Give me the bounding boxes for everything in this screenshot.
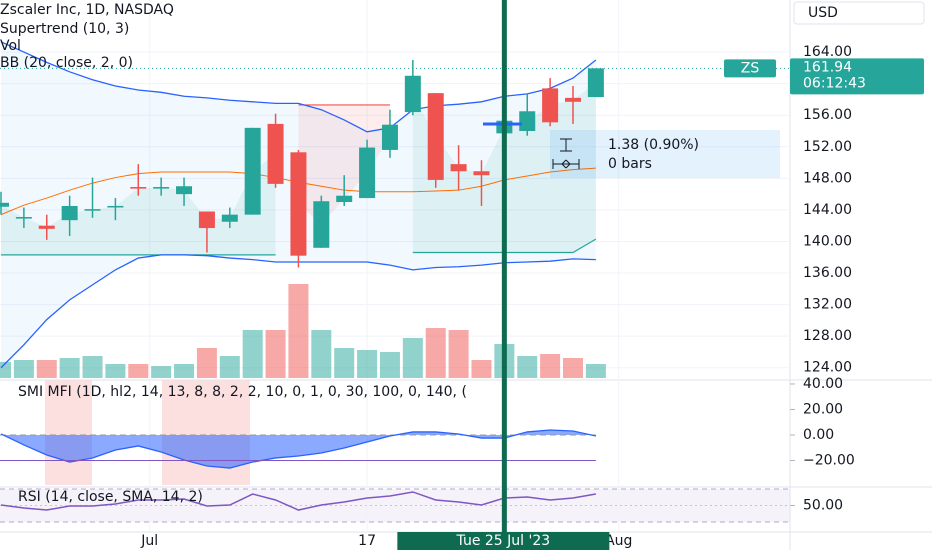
- volume-bar: [402, 338, 423, 378]
- y-tick-label: 156.00: [803, 107, 852, 123]
- candle-body: [565, 97, 581, 102]
- measure-bars: 0 bars: [608, 156, 652, 172]
- candle-body: [221, 214, 238, 222]
- volume-bar: [540, 354, 561, 378]
- measure-box: [550, 130, 780, 178]
- y-tick-label: 144.00: [803, 202, 852, 218]
- volume-bar: [13, 360, 34, 378]
- y-tick-label: 152.00: [803, 139, 852, 155]
- candle-body: [84, 209, 101, 211]
- candle-body: [313, 201, 330, 248]
- y-tick-label: 128.00: [803, 328, 852, 344]
- price-tag: [790, 58, 924, 95]
- countdown-label: 06:12:43: [803, 75, 866, 91]
- candle-body: [381, 124, 398, 150]
- currency-label: USD: [808, 5, 838, 21]
- x-tick-label: Aug: [605, 533, 632, 549]
- candle-body: [0, 202, 9, 207]
- volume-bar: [425, 328, 446, 378]
- volume-bar: [471, 360, 492, 378]
- measure-icon: [560, 138, 572, 152]
- candle-body: [15, 217, 32, 219]
- rsi-title: RSI (14, close, SMA, 14, 2): [18, 489, 203, 505]
- candle-body: [427, 93, 444, 180]
- indicator-label: Supertrend (10, 3): [0, 21, 129, 37]
- candle-body: [587, 68, 604, 98]
- x-tick-label: Jul: [140, 533, 158, 549]
- bars-icon: [552, 159, 580, 169]
- smi-line: [0, 429, 597, 469]
- volume-bar: [311, 330, 332, 378]
- x-tick-label: 17: [358, 533, 376, 549]
- candle-body: [198, 211, 215, 229]
- y-tick-label: 0.00: [803, 427, 834, 443]
- smi-area: [1, 430, 596, 469]
- volume-bar: [379, 352, 400, 378]
- volume-bar: [563, 358, 583, 378]
- volume-bar: [219, 356, 240, 378]
- symbol-tag: [724, 59, 776, 78]
- smi-highlight: [162, 380, 250, 485]
- y-tick-label: 140.00: [803, 233, 852, 249]
- supertrend-fill: [298, 104, 390, 225]
- volume-bar: [128, 364, 149, 378]
- candle-body: [450, 164, 467, 172]
- volume-bar: [334, 348, 355, 378]
- candle-body: [267, 123, 284, 184]
- candle-body: [359, 147, 376, 199]
- volume-bar: [151, 366, 172, 378]
- symbol-label: ZS: [741, 60, 760, 76]
- chart-title: Zscaler Inc, 1D, NASDAQ: [0, 2, 174, 18]
- indicator-label: Vol: [0, 38, 21, 54]
- y-tick-label: −20.00: [803, 453, 855, 469]
- rsi-line: [0, 491, 597, 511]
- y-tick-label: 148.00: [803, 170, 852, 186]
- volume-bar: [0, 362, 11, 378]
- volume-bar: [517, 356, 538, 378]
- y-tick-label: 20.00: [803, 401, 843, 417]
- candle-body: [130, 187, 147, 189]
- candle-body: [244, 127, 261, 215]
- volume-bar: [105, 364, 126, 378]
- candle-body: [542, 88, 559, 123]
- volume-bar: [265, 330, 286, 378]
- measure-change: 1.38 (0.90%): [608, 137, 699, 153]
- smi-title: SMI MFI (1D, hl2, 14, 13, 8, 8, 2, 2, 10…: [18, 384, 467, 400]
- volume-bar: [448, 330, 469, 378]
- volume-bar: [288, 284, 309, 378]
- currency-box: [793, 1, 925, 25]
- crosshair-label: Tue 25 Jul '23: [456, 533, 551, 549]
- candle-body: [176, 186, 193, 195]
- volume-bar: [357, 350, 378, 378]
- y-tick-label: 124.00: [803, 360, 852, 376]
- candle-body: [519, 111, 536, 131]
- y-tick-label: 164.00: [803, 44, 852, 60]
- candle-body: [290, 152, 307, 256]
- volume-bar: [174, 364, 195, 378]
- y-tick-label: 50.00: [803, 497, 843, 513]
- candle-body: [153, 187, 170, 189]
- bollinger-upper: [0, 41, 597, 133]
- indicator-label: BB (20, close, 2, 0): [0, 55, 133, 71]
- candle-body: [61, 205, 78, 221]
- volume-bar: [242, 330, 263, 378]
- candle-body: [404, 75, 421, 113]
- smi-highlight: [45, 380, 92, 485]
- y-tick-label: 132.00: [803, 297, 852, 313]
- candle-body: [107, 205, 124, 208]
- candle-body: [336, 195, 353, 203]
- last-price-label: 161.94: [803, 59, 852, 75]
- volume-bar: [196, 348, 217, 378]
- volume-bar: [36, 360, 57, 378]
- candle-body: [38, 225, 55, 229]
- crosshair-label-box: [397, 532, 610, 550]
- candle-body: [473, 171, 490, 176]
- volume-bar: [585, 364, 606, 378]
- volume-bar: [82, 356, 103, 378]
- y-tick-label: 136.00: [803, 265, 852, 281]
- y-tick-label: 40.00: [803, 376, 843, 392]
- volume-bar: [59, 358, 80, 378]
